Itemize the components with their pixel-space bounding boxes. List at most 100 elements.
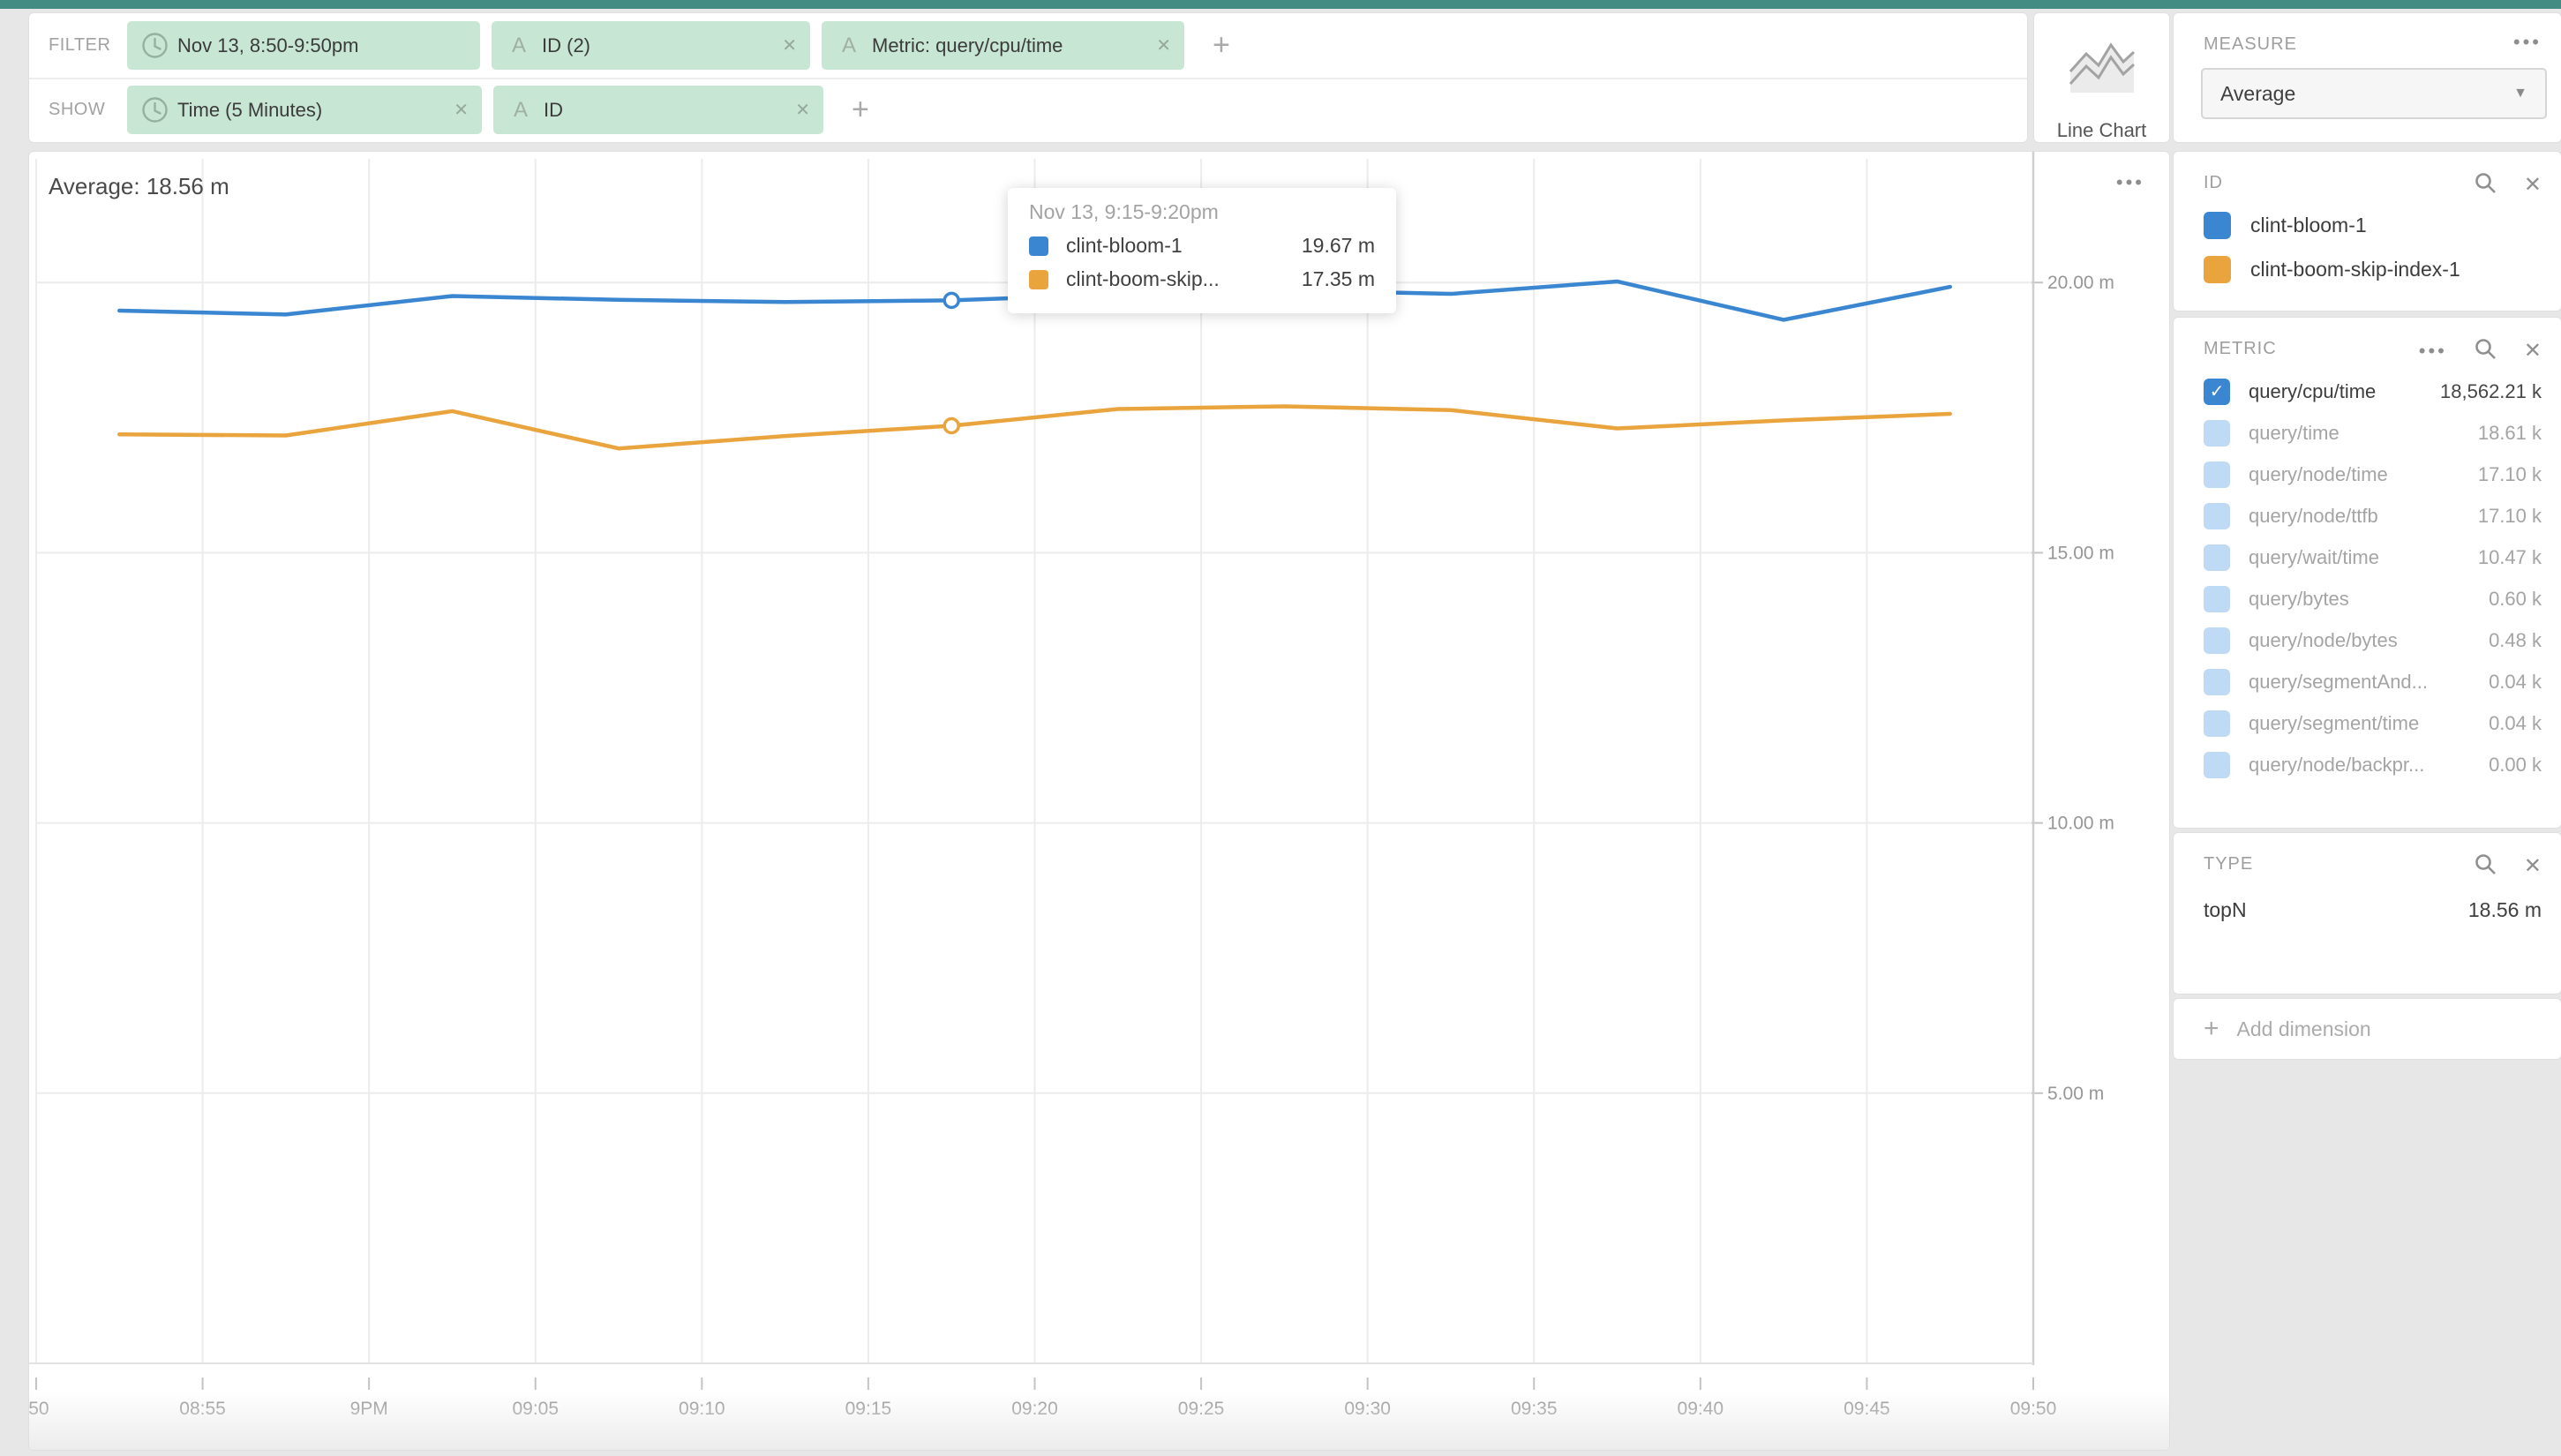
metric-label: query/node/bytes <box>2249 628 2398 651</box>
metric-row[interactable]: query/bytes 0.60 k <box>2204 578 2542 619</box>
id-item-label: clint-boom-skip-index-1 <box>2250 257 2460 281</box>
metric-rows: ✓ query/cpu/time 18,562.21 k query/time 18.6… <box>2204 371 2542 785</box>
id-list-item[interactable]: clint-bloom-1 <box>2204 203 2542 247</box>
metric-row[interactable]: query/time 18.61 k <box>2204 412 2542 454</box>
metric-value: 17.10 k <box>2477 504 2542 527</box>
tooltip-series-label: clint-bloom-1 <box>1066 234 1183 257</box>
metric-checkbox[interactable] <box>2204 751 2230 778</box>
series-color-swatch <box>2204 211 2231 239</box>
search-icon[interactable] <box>2474 852 2497 881</box>
letter-a-icon: A <box>513 97 528 122</box>
visualization-type-label: Line Chart <box>2056 119 2147 141</box>
add-dimension-button[interactable]: + Add dimension <box>2174 999 2561 1059</box>
metric-checkbox[interactable] <box>2204 668 2230 695</box>
id-rows: clint-bloom-1 clint-boom-skip-index-1 <box>2204 203 2542 291</box>
metric-row[interactable]: query/node/backpr... 0.00 k <box>2204 744 2542 785</box>
chevron-down-icon: ▼ <box>2513 86 2527 101</box>
measure-panel-title: MEASURE <box>2204 34 2297 54</box>
metric-checkbox[interactable] <box>2204 709 2230 737</box>
chart-menu-icon[interactable]: ••• <box>2115 171 2144 193</box>
close-icon[interactable]: ✕ <box>2523 339 2542 363</box>
metric-label: query/wait/time <box>2249 545 2379 568</box>
measure-dropdown[interactable]: Average ▼ <box>2201 68 2547 119</box>
tooltip-series-swatch <box>1029 236 1048 256</box>
metric-value: 0.60 k <box>2489 587 2542 610</box>
line-chart[interactable]: 5.00 m10.00 m15.00 m20.00 m:5008:559PM09… <box>29 152 2169 1450</box>
show-row: SHOW Time (5 Minutes) ✕ A ID ✕ + <box>29 78 2027 142</box>
show-pill[interactable]: Time (5 Minutes) ✕ <box>127 86 482 134</box>
search-icon[interactable] <box>2474 337 2497 365</box>
metric-row[interactable]: query/node/time 17.10 k <box>2204 454 2542 495</box>
metric-checkbox[interactable] <box>2204 585 2230 612</box>
tooltip-rows: clint-bloom-1 19.67 m clint-boom-skip... 17… <box>1029 234 1375 291</box>
highlight-point-clint-boom-skip-index-1 <box>943 417 960 435</box>
metric-row[interactable]: query/segmentAnd... 0.04 k <box>2204 661 2542 702</box>
series-line-clint-boom-skip-index-1 <box>117 404 1952 451</box>
measure-menu-icon[interactable]: ••• <box>2512 31 2542 53</box>
remove-pill-icon[interactable]: ✕ <box>1156 36 1171 56</box>
close-icon[interactable]: ✕ <box>2523 854 2542 878</box>
metric-menu-icon[interactable]: ••• <box>2418 340 2447 362</box>
remove-pill-icon[interactable]: ✕ <box>454 101 469 120</box>
tooltip-row: clint-boom-skip... 17.35 m <box>1029 267 1375 291</box>
metric-row[interactable]: query/wait/time 10.47 k <box>2204 537 2542 578</box>
metric-label: query/bytes <box>2249 587 2349 610</box>
id-panel-title: ID <box>2204 173 2223 192</box>
filter-pill[interactable]: A Metric: query/cpu/time ✕ <box>822 21 1184 70</box>
metric-label: query/cpu/time <box>2249 379 2377 402</box>
tooltip-series-value: 17.35 m <box>1301 267 1375 290</box>
remove-pill-icon[interactable]: ✕ <box>795 101 810 120</box>
tooltip-series-label: clint-boom-skip... <box>1066 267 1220 290</box>
tooltip-series-value: 19.67 m <box>1301 234 1375 257</box>
measure-selected-value: Average <box>2220 81 2296 105</box>
show-pill[interactable]: A ID ✕ <box>493 86 823 134</box>
metric-value: 0.00 k <box>2489 753 2542 776</box>
metric-row[interactable]: query/node/ttfb 17.10 k <box>2204 495 2542 537</box>
metric-checkbox[interactable] <box>2204 419 2230 447</box>
tooltip-series-swatch <box>1029 269 1048 289</box>
search-icon[interactable] <box>2474 171 2497 199</box>
metric-panel: METRIC ••• ✕ ✓ query/cpu/time 18,562.21 k q… <box>2174 318 2561 828</box>
measure-panel: MEASURE ••• Average ▼ <box>2174 13 2561 142</box>
chart-tooltip: Nov 13, 9:15-9:20pm clint-bloom-1 19.67 m… <box>1008 188 1396 313</box>
letter-a-icon: A <box>511 33 526 57</box>
metric-value: 18.61 k <box>2477 421 2542 444</box>
metric-value: 18,562.21 k <box>2440 379 2542 402</box>
chart-panel: 5.00 m10.00 m15.00 m20.00 m:5008:559PM09… <box>29 152 2169 1450</box>
id-list-item[interactable]: clint-boom-skip-index-1 <box>2204 247 2542 291</box>
pill-label: Metric: query/cpu/time <box>872 34 1063 56</box>
clock-icon <box>140 96 169 124</box>
pill-label: Nov 13, 8:50-9:50pm <box>177 34 359 56</box>
metric-row[interactable]: ✓ query/cpu/time 18,562.21 k <box>2204 371 2542 412</box>
metric-checkbox[interactable] <box>2204 502 2230 529</box>
chart-bottom-fade <box>29 1392 2169 1450</box>
clock-icon <box>140 32 169 59</box>
id-item-label: clint-bloom-1 <box>2250 213 2367 236</box>
line-chart-icon <box>2069 42 2135 93</box>
pill-label: ID <box>544 98 563 121</box>
type-value: 18.56 m <box>2467 897 2542 921</box>
metric-label: query/time <box>2249 421 2339 444</box>
metric-row[interactable]: query/node/bytes 0.48 k <box>2204 619 2542 661</box>
add-show-button[interactable]: + <box>852 93 869 126</box>
metric-checkbox[interactable]: ✓ <box>2204 378 2230 405</box>
filter-pill[interactable]: Nov 13, 8:50-9:50pm <box>127 21 480 70</box>
type-row[interactable]: topN 18.56 m <box>2204 891 2542 928</box>
filter-row-label: FILTER <box>49 35 111 55</box>
y-axis-label: 15.00 m <box>2047 543 2114 563</box>
remove-pill-icon[interactable]: ✕ <box>782 36 797 56</box>
metric-checkbox[interactable] <box>2204 544 2230 571</box>
metric-value: 17.10 k <box>2477 462 2542 485</box>
close-icon[interactable]: ✕ <box>2523 173 2542 197</box>
metric-label: query/node/backpr... <box>2249 753 2425 776</box>
metric-row[interactable]: query/segment/time 0.04 k <box>2204 702 2542 744</box>
chart-average-label: Average: 18.56 m <box>49 173 229 199</box>
show-pills: Time (5 Minutes) ✕ A ID ✕ <box>127 86 823 134</box>
metric-checkbox[interactable] <box>2204 461 2230 488</box>
series-color-swatch <box>2204 255 2231 283</box>
add-filter-button[interactable]: + <box>1213 28 1230 62</box>
visualization-card[interactable]: Line Chart <box>2034 13 2169 142</box>
metric-checkbox[interactable] <box>2204 627 2230 654</box>
tooltip-title: Nov 13, 9:15-9:20pm <box>1029 200 1219 223</box>
filter-pill[interactable]: A ID (2) ✕ <box>492 21 810 70</box>
